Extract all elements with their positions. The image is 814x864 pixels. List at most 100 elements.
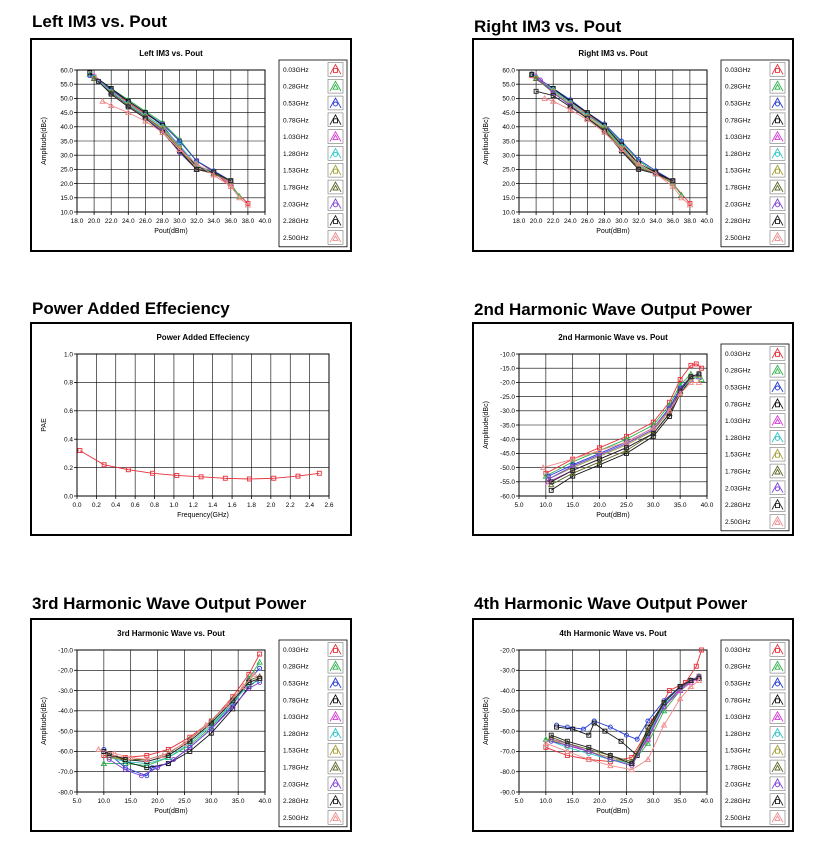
y-axis-label: Amplitude(dBc) xyxy=(483,697,490,745)
legend-line xyxy=(771,727,784,739)
data-point xyxy=(591,720,597,726)
legend-swatch xyxy=(769,675,786,691)
y-tick-label: 0.4 xyxy=(64,437,73,444)
y-tick-label: 40.0 xyxy=(60,124,73,131)
legend-line xyxy=(771,498,784,510)
x-tick-label: 0.2 xyxy=(92,502,101,509)
series-2.50GHz xyxy=(541,94,694,208)
data-point xyxy=(194,166,200,172)
x-tick-label: 20.0 xyxy=(593,798,606,805)
data-point xyxy=(564,724,570,730)
data-point xyxy=(581,726,586,732)
legend-line xyxy=(771,397,784,409)
data-point xyxy=(597,453,603,459)
data-point xyxy=(596,447,603,454)
legend-swatch xyxy=(327,78,344,94)
series-line xyxy=(544,97,691,206)
data-point xyxy=(236,194,243,201)
plot-area xyxy=(518,649,708,793)
legend-line xyxy=(329,677,342,689)
legend-label: 0.03GHz xyxy=(725,351,751,358)
x-tick-label: 30.0 xyxy=(205,798,218,805)
legend-line xyxy=(771,710,784,722)
legend-marker xyxy=(774,83,781,90)
data-point xyxy=(678,191,685,198)
y-tick-label: -90.0 xyxy=(500,789,515,796)
legend-line xyxy=(329,113,342,125)
data-point xyxy=(623,438,630,445)
data-point xyxy=(699,365,705,371)
data-point xyxy=(650,424,657,431)
x-tick-label: 2.2 xyxy=(286,502,295,509)
x-tick-label: 0.8 xyxy=(150,502,159,509)
legend-marker xyxy=(775,681,780,687)
legend-label: 2.50GHz xyxy=(725,519,751,526)
legend-line xyxy=(771,80,784,92)
chart-panel-left-im3: Left IM3 vs. Pout 18.0 20.0 22.0 24.0 26.0 28.… xyxy=(30,38,352,252)
data-point xyxy=(607,724,613,730)
data-point xyxy=(585,756,593,762)
legend-marker xyxy=(775,118,780,124)
x-tick-label: 34.0 xyxy=(649,218,662,225)
x-tick-label: 5.0 xyxy=(514,502,523,509)
y-tick-label: 20.0 xyxy=(502,181,515,188)
x-tick-label: 15.0 xyxy=(124,798,137,805)
data-point xyxy=(541,94,548,101)
data-point xyxy=(645,718,651,724)
heading-left-im3: Left IM3 vs. Pout xyxy=(32,12,168,31)
legend-line xyxy=(329,164,342,176)
data-point xyxy=(95,745,102,752)
x-tick-label: 20.0 xyxy=(88,218,101,225)
chart-title: 2nd Harmonic Wave vs. Pout xyxy=(558,333,668,342)
y-tick-label: 30.0 xyxy=(502,153,515,160)
legend-swatch xyxy=(769,514,786,529)
legend-label: 2.50GHz xyxy=(283,235,309,242)
x-tick-label: 18.0 xyxy=(513,218,526,225)
x-tick-label: 35.0 xyxy=(232,798,245,805)
data-point xyxy=(542,739,550,746)
data-point xyxy=(650,431,656,436)
series-2.28GHz xyxy=(548,371,702,485)
x-axis-label: Pout(dBm) xyxy=(154,808,187,815)
x-tick-label: 36.0 xyxy=(666,218,679,225)
data-point xyxy=(548,732,554,738)
x-axis-label: Pout(dBm) xyxy=(596,808,629,815)
series-line xyxy=(551,677,700,765)
data-point xyxy=(634,736,640,742)
legend-swatch xyxy=(769,810,786,825)
legend-marker xyxy=(775,782,780,788)
y-tick-label: 15.0 xyxy=(60,195,73,202)
x-tick-label: 2.4 xyxy=(305,502,314,509)
legend-swatch xyxy=(769,430,786,445)
legend-label: 1.28GHz xyxy=(725,731,751,738)
data-point xyxy=(564,748,571,754)
data-point xyxy=(127,754,134,760)
data-point xyxy=(149,765,155,771)
data-point xyxy=(210,171,217,178)
data-point xyxy=(623,732,629,738)
y-tick-label: 30.0 xyxy=(60,153,73,160)
y-tick-label: 55.0 xyxy=(502,82,515,89)
legend-label: 0.78GHz xyxy=(725,697,751,704)
y-tick-label: 50.0 xyxy=(502,96,515,103)
data-point xyxy=(687,683,695,689)
y-tick-label: -40.0 xyxy=(500,437,515,444)
legend-swatch xyxy=(327,196,344,211)
y-tick-label: 35.0 xyxy=(502,138,515,145)
legend-swatch xyxy=(769,759,786,775)
legend-marker xyxy=(775,67,780,73)
legend-line xyxy=(771,214,784,226)
x-tick-label: 34.0 xyxy=(207,218,220,225)
data-point xyxy=(256,658,263,665)
legend-label: 0.03GHz xyxy=(283,67,309,74)
data-point xyxy=(660,721,668,728)
legend-label: 2.03GHz xyxy=(725,781,751,788)
x-tick-label: 1.4 xyxy=(208,502,217,509)
chart-panel-4th-harmonic: 4th Harmonic Wave vs. Pout 5.0 10.0 15.0 20.… xyxy=(472,618,794,832)
x-tick-label: 1.2 xyxy=(189,502,198,509)
x-tick-label: 0.0 xyxy=(72,502,81,509)
legend-line xyxy=(771,164,784,176)
data-point xyxy=(101,462,107,468)
legend-line xyxy=(771,364,784,376)
data-point xyxy=(666,688,672,694)
